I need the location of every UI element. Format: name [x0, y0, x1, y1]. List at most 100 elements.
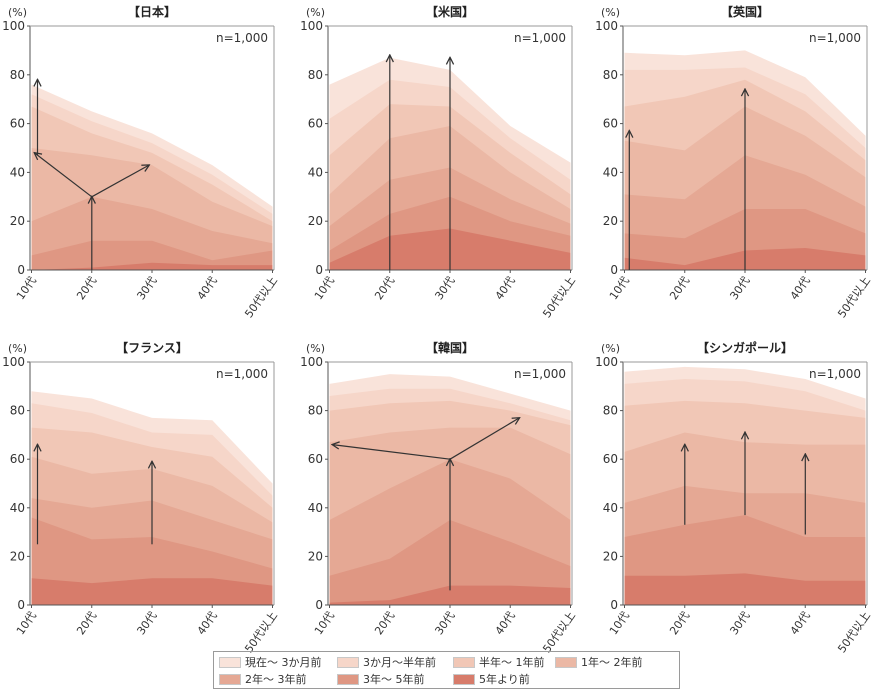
x-tick-label: 30代 [727, 609, 752, 637]
x-tick-label: 20代 [372, 274, 397, 302]
x-tick-label: 10代 [312, 609, 337, 637]
x-tick-label: 30代 [432, 274, 457, 302]
y-tick-label: 60 [603, 452, 618, 466]
y-tick-label: 40 [308, 165, 323, 179]
y-tick-label: 80 [10, 68, 25, 82]
legend-label: 3年～ 5年前 [363, 673, 425, 686]
y-tick-label: 20 [603, 214, 618, 228]
x-tick-label: 40代 [788, 274, 813, 302]
x-tick-label: 40代 [493, 274, 518, 302]
y-tick-label: 0 [315, 598, 323, 612]
y-tick-label: 80 [603, 404, 618, 418]
legend-swatch [337, 674, 359, 685]
x-tick-label: 30代 [727, 274, 752, 302]
chart-panel-3: 0 20 40 60 80 100(%) 【フランス】 n=1,000 10代 20代 30代 40代… [2, 340, 280, 655]
y-tick-label: 0 [17, 263, 25, 277]
x-tick-label: 50代以上 [835, 609, 871, 655]
area-band-6 [329, 585, 571, 605]
x-tick-label: 50代以上 [242, 274, 280, 320]
y-tick-label: 0 [610, 598, 618, 612]
legend-item: 半年～ 1年前 [453, 654, 545, 671]
chart-title: 【英国】 [721, 4, 769, 19]
y-tick-label: 40 [10, 501, 25, 515]
legend-item: 5年より前 [453, 671, 530, 688]
legend: 現在～ 3か月前 3か月～半年前 半年～ 1年前 1年～ 2年前 2年～ 3年前 3年～ … [213, 651, 680, 689]
trend-arrow [91, 165, 149, 198]
y-tick-label: 80 [603, 68, 618, 82]
y-tick-label: 20 [10, 214, 25, 228]
y-tick-label: 0 [315, 263, 323, 277]
sample-size-note: n=1,000 [809, 367, 861, 381]
legend-label: 3か月～半年前 [363, 656, 436, 669]
legend-item: 3か月～半年前 [337, 654, 436, 671]
y-unit-label: (%) [8, 6, 27, 19]
legend-label: 1年～ 2年前 [581, 656, 643, 669]
x-tick-label: 20代 [667, 274, 692, 302]
legend-swatch [453, 674, 475, 685]
x-tick-label: 40代 [195, 609, 220, 637]
chart-title: 【フランス】 [116, 340, 188, 355]
y-tick-label: 0 [17, 598, 25, 612]
x-tick-label: 10代 [607, 274, 632, 302]
sample-size-note: n=1,000 [514, 31, 566, 45]
x-tick-label: 40代 [195, 274, 220, 302]
x-tick-label: 20代 [74, 274, 99, 302]
y-tick-label: 100 [2, 19, 25, 33]
sample-size-note: n=1,000 [216, 31, 268, 45]
legend-label: 5年より前 [479, 673, 530, 686]
sample-size-note: n=1,000 [514, 367, 566, 381]
y-tick-label: 60 [603, 117, 618, 131]
y-tick-label: 20 [308, 549, 323, 563]
legend-label: 半年～ 1年前 [479, 656, 545, 669]
x-tick-label: 30代 [432, 609, 457, 637]
y-unit-label: (%) [306, 6, 325, 19]
y-tick-label: 40 [308, 501, 323, 515]
x-tick-label: 10代 [312, 274, 337, 302]
legend-item: 1年～ 2年前 [555, 654, 643, 671]
x-tick-label: 30代 [134, 609, 159, 637]
chart-panel-5: 0 20 40 60 80 100(%) 【シンガポール】 n=1,000 10代 20代 30代 4… [595, 340, 871, 655]
y-tick-label: 40 [603, 501, 618, 515]
y-tick-label: 40 [603, 165, 618, 179]
chart-title: 【韓国】 [426, 340, 474, 355]
chart-title: 【シンガポール】 [697, 340, 793, 355]
chart-title: 【日本】 [128, 4, 176, 19]
sample-size-note: n=1,000 [216, 367, 268, 381]
y-tick-label: 20 [603, 549, 618, 563]
y-tick-label: 40 [10, 165, 25, 179]
chart-panel-2: 0 20 40 60 80 100(%) 【英国】 n=1,000 10代 20代 30代 40代 50… [595, 4, 871, 320]
y-unit-label: (%) [8, 342, 27, 355]
trend-arrow [333, 445, 451, 460]
y-tick-label: 80 [10, 404, 25, 418]
y-unit-label: (%) [306, 342, 325, 355]
y-tick-label: 80 [308, 404, 323, 418]
legend-item: 現在～ 3か月前 [219, 654, 322, 671]
x-tick-label: 10代 [14, 274, 39, 302]
legend-swatch [219, 674, 241, 685]
y-tick-label: 20 [10, 549, 25, 563]
y-tick-label: 100 [300, 19, 323, 33]
x-tick-label: 50代以上 [540, 274, 578, 320]
chart-panel-1: 0 20 40 60 80 100(%) 【米国】 n=1,000 10代 20代 30代 40代 50… [300, 4, 578, 320]
legend-label: 現在～ 3か月前 [245, 656, 322, 669]
x-tick-label: 20代 [667, 609, 692, 637]
legend-swatch [453, 657, 475, 668]
y-tick-label: 60 [10, 452, 25, 466]
chart-panel-0: 0 20 40 60 80 100(%) 【日本】 n=1,000 10代 20代 30代 40代 50… [2, 4, 280, 320]
x-tick-label: 50代以上 [540, 609, 578, 655]
legend-item: 3年～ 5年前 [337, 671, 425, 688]
x-tick-label: 40代 [493, 609, 518, 637]
sample-size-note: n=1,000 [809, 31, 861, 45]
trend-arrow [35, 153, 93, 198]
legend-swatch [219, 657, 241, 668]
legend-label: 2年～ 3年前 [245, 673, 307, 686]
y-tick-label: 60 [308, 117, 323, 131]
x-tick-label: 20代 [74, 609, 99, 637]
area-band-6 [624, 573, 866, 605]
x-tick-label: 50代以上 [242, 609, 280, 655]
y-tick-label: 100 [2, 355, 25, 369]
y-tick-label: 20 [308, 214, 323, 228]
x-tick-label: 10代 [14, 609, 39, 637]
y-tick-label: 60 [308, 452, 323, 466]
